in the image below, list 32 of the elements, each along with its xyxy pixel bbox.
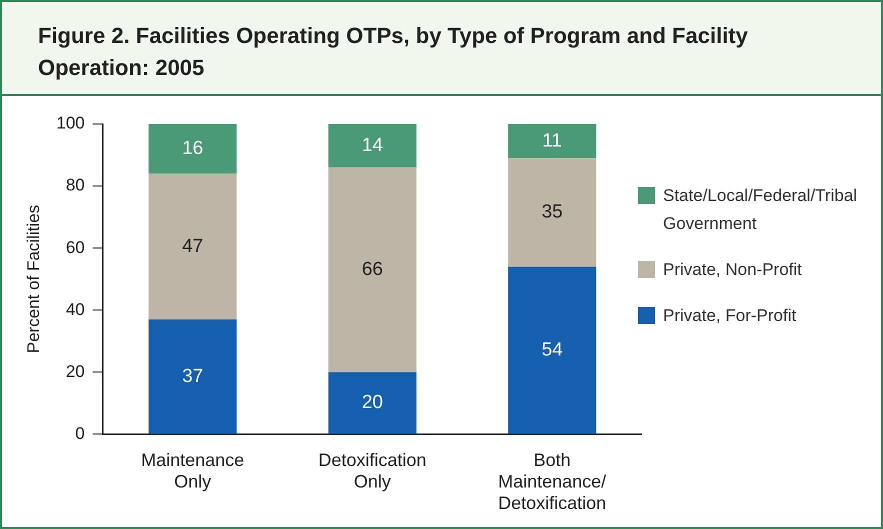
data-label: 20: [362, 392, 383, 414]
y-tick-label: 80: [66, 176, 85, 195]
bar: [148, 319, 237, 434]
data-label: 54: [542, 339, 564, 360]
y-tick-label: 40: [66, 300, 85, 319]
bar: [148, 124, 237, 174]
data-label: 14: [362, 134, 384, 156]
bar: [508, 124, 596, 158]
data-label: 37: [182, 366, 204, 387]
bar: [328, 372, 416, 434]
bar: [328, 167, 416, 372]
legend-label: Private, Non-Profit: [663, 259, 802, 281]
data-label: 66: [362, 259, 383, 280]
y-axis-title: Percent of Facilities: [24, 204, 43, 354]
bar: [508, 266, 596, 434]
bar: [148, 174, 237, 320]
y-tick-label: 60: [66, 238, 85, 257]
y-tick-label: 20: [66, 362, 85, 381]
bar: [328, 124, 416, 168]
chart-title: Figure 2. Facilities Operating OTPs, by Type of Program and Facility Operation: 2005: [2, 2, 881, 96]
bar: [508, 158, 596, 267]
x-tick-label: Maintenance Only: [141, 450, 244, 492]
x-tick-label: Detoxification Only: [318, 450, 426, 492]
x-tick-label: Both Maintenance/Detoxification: [498, 450, 606, 514]
data-label: 16: [182, 138, 204, 160]
y-tick-label: 100: [56, 114, 85, 133]
data-label: 47: [182, 236, 204, 257]
text: State/Local/Federal/Tribal Government: [663, 186, 858, 233]
legend-label: Private, For-Profit: [663, 305, 796, 327]
data-label: 11: [542, 130, 562, 152]
y-tick-label: 0: [75, 424, 85, 443]
data-label: 35: [542, 202, 563, 223]
